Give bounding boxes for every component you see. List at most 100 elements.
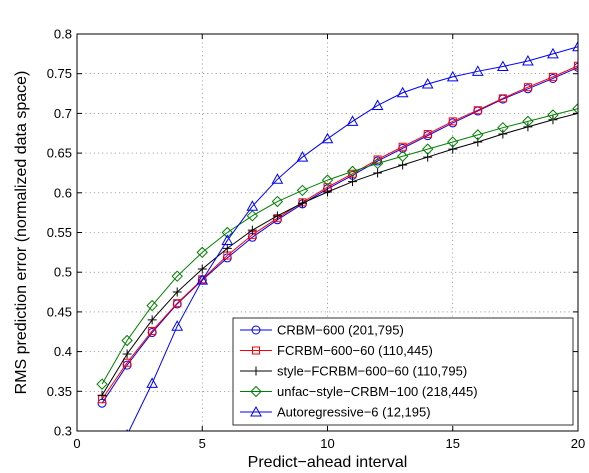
diamond-marker xyxy=(271,195,284,208)
triangle-marker xyxy=(371,99,384,110)
triangle-marker xyxy=(171,320,184,331)
plus-marker xyxy=(147,315,157,325)
diamond-marker xyxy=(522,115,534,128)
square-marker xyxy=(548,72,557,81)
triangle-marker xyxy=(421,77,434,89)
diamond-marker xyxy=(296,184,309,197)
square-marker xyxy=(398,142,407,151)
y-tick-label: 0.35 xyxy=(47,384,72,399)
y-tick-label: 0.7 xyxy=(54,106,72,121)
y-tick-label: 0.45 xyxy=(47,304,72,319)
plus-marker xyxy=(348,177,358,187)
plus-marker xyxy=(122,349,132,359)
series-layer xyxy=(96,40,578,431)
x-tick-label: 20 xyxy=(571,436,585,451)
triangle-marker xyxy=(471,65,484,76)
y-tick-label: 0.65 xyxy=(47,146,72,161)
square-marker xyxy=(523,83,532,92)
ticks xyxy=(76,33,579,432)
diamond-marker xyxy=(321,174,334,186)
square-marker xyxy=(123,358,132,367)
legend-label: unfac−style−CRBM−100 (218,445) xyxy=(277,384,478,399)
plus-marker xyxy=(222,243,232,253)
triangle-marker xyxy=(146,377,158,388)
square-marker xyxy=(473,106,482,115)
circle-marker xyxy=(251,325,261,335)
diamond-marker xyxy=(547,109,559,121)
legend-entry: Autoregressive−6 (12,195) xyxy=(240,405,431,420)
square-marker xyxy=(498,94,507,103)
diamond-marker xyxy=(221,226,234,239)
legend: CRBM−600 (201,795) FCRBM−600−60 (110,445)… xyxy=(232,317,574,426)
plus-marker xyxy=(251,366,261,376)
triangle-marker xyxy=(321,132,334,144)
diamond-marker xyxy=(472,129,484,141)
series-line xyxy=(101,66,578,404)
diamond-marker xyxy=(447,136,459,148)
triangle-marker xyxy=(246,200,259,211)
triangle-marker xyxy=(547,47,559,59)
y-tick-label: 0.5 xyxy=(54,265,72,280)
diamond-marker xyxy=(171,270,183,282)
x-tick-label: 0 xyxy=(73,436,80,451)
diamond-marker xyxy=(346,165,359,178)
legend-entry: FCRBM−600−60 (110,445) xyxy=(240,343,433,358)
y-tick-label: 0.8 xyxy=(54,27,72,42)
plus-marker xyxy=(323,187,332,197)
diamond-marker xyxy=(246,210,259,222)
diamond-marker xyxy=(396,150,409,162)
plus-marker xyxy=(398,160,408,170)
triangle-marker xyxy=(446,70,459,82)
plus-marker xyxy=(172,287,182,297)
plus-marker xyxy=(272,211,282,221)
legend-box xyxy=(232,317,574,426)
y-axis-label: RMS prediction error (normalized data sp… xyxy=(13,71,30,395)
series-4 xyxy=(96,102,578,390)
legend-label: FCRBM−600−60 (110,445) xyxy=(277,343,433,358)
triangle-marker xyxy=(396,86,409,98)
plus-marker xyxy=(498,129,508,139)
legend-entry: unfac−style−CRBM−100 (218,445) xyxy=(240,384,478,399)
triangle-marker xyxy=(346,115,359,126)
plus-marker xyxy=(97,390,107,400)
diamond-marker xyxy=(421,143,434,155)
square-marker xyxy=(252,346,260,355)
diamond-marker xyxy=(96,378,108,390)
legend-entry: CRBM−600 (201,795) xyxy=(240,323,404,338)
square-marker xyxy=(423,130,432,139)
triangle-marker xyxy=(572,40,578,52)
x-tick-label: 5 xyxy=(199,436,206,451)
y-tick-label: 0.3 xyxy=(54,424,72,439)
x-tick-label: 10 xyxy=(320,436,334,451)
square-marker xyxy=(173,299,182,308)
x-tick-label: 15 xyxy=(446,436,460,451)
triangle-marker xyxy=(296,151,309,162)
tick-labels: 0 5 10 15 20 0.3 0.35 0.4 0.45 0.5 0.55 0.6 0.65 0.7 0… xyxy=(47,27,586,452)
diamond-marker xyxy=(121,334,133,347)
legend-label: style−FCRBM−600−60 (110,795) xyxy=(277,364,467,379)
series-5 xyxy=(125,40,578,431)
diamond-marker xyxy=(250,385,262,398)
triangle-marker xyxy=(196,274,209,285)
diamond-marker xyxy=(371,157,384,170)
plus-marker xyxy=(473,137,483,147)
triangle-marker xyxy=(497,60,509,72)
square-marker xyxy=(448,117,457,126)
y-tick-label: 0.4 xyxy=(54,344,72,359)
plus-marker xyxy=(197,264,207,274)
square-marker xyxy=(148,326,157,335)
plus-marker xyxy=(373,168,383,178)
y-tick-label: 0.75 xyxy=(47,66,72,81)
diamond-marker xyxy=(497,121,509,134)
series-line xyxy=(101,65,578,400)
grid xyxy=(77,34,578,431)
plus-marker xyxy=(297,198,307,208)
plus-marker xyxy=(448,144,458,154)
legend-label: Autoregressive−6 (12,195) xyxy=(277,405,431,420)
x-axis-label: Predict−ahead interval xyxy=(248,454,408,471)
y-tick-label: 0.55 xyxy=(47,225,72,240)
diamond-marker xyxy=(572,102,578,115)
y-tick-label: 0.6 xyxy=(54,185,72,200)
legend-label: CRBM−600 (201,795) xyxy=(277,323,404,338)
